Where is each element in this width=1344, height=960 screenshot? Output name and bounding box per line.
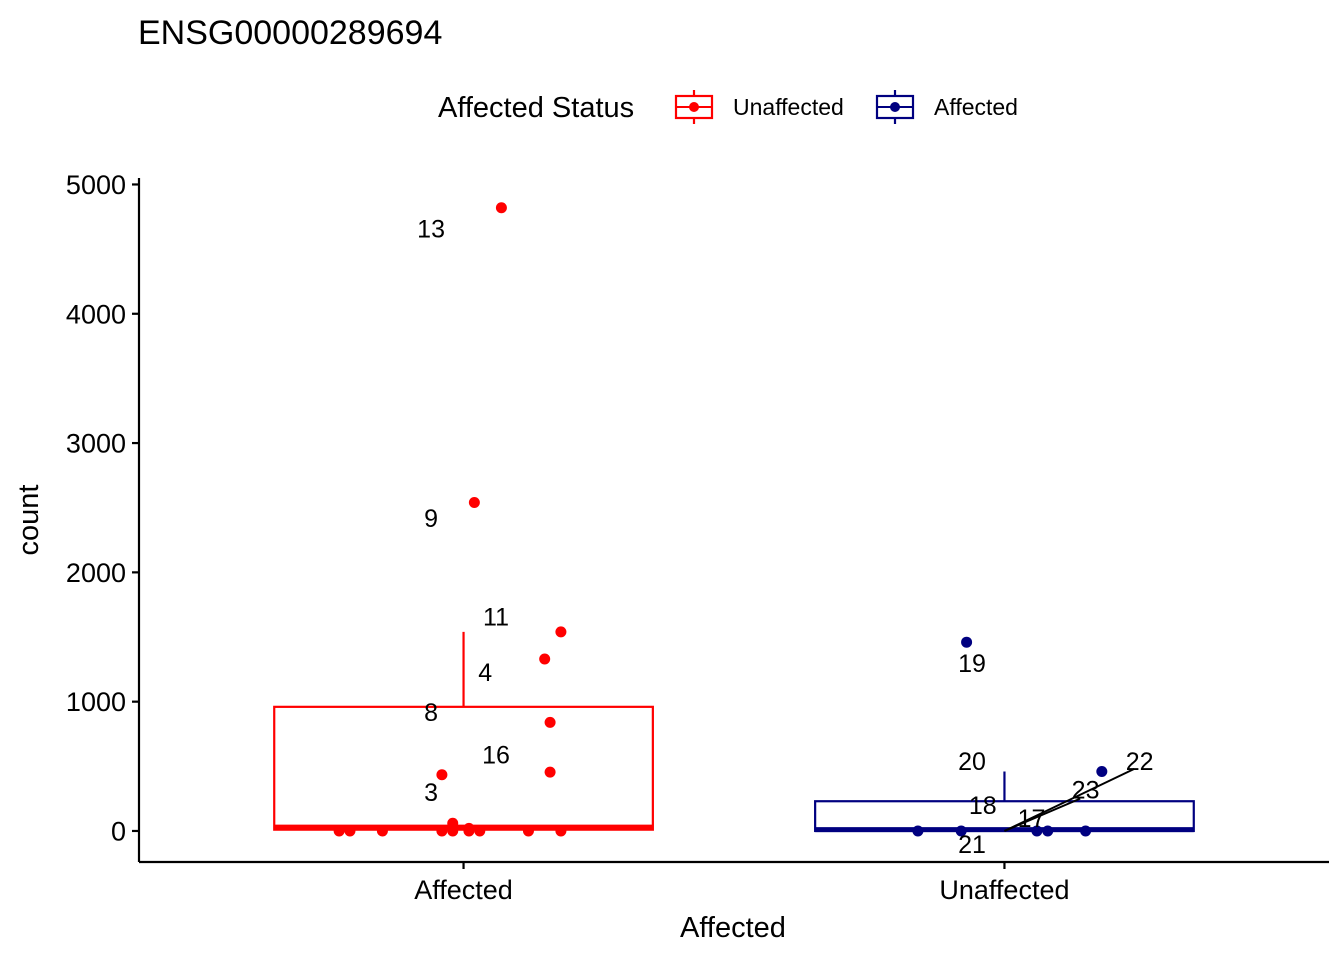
point-unaffected-6 — [474, 825, 486, 837]
point-unaffected-16 — [468, 497, 480, 509]
y-tick-label-5000: 5000 — [66, 170, 126, 200]
y-tick-label-1000: 1000 — [66, 687, 126, 717]
point-label-13: 13 — [417, 215, 445, 243]
y-tick-label-4000: 4000 — [66, 299, 126, 329]
point-unaffected-8 — [555, 825, 567, 837]
point-label-17: 17 — [1018, 805, 1046, 833]
legend-item-affected: Affected — [875, 90, 1018, 124]
point-label-20: 20 — [958, 748, 986, 776]
x-axis-title: Affected — [680, 912, 786, 944]
point-unaffected-1 — [344, 825, 356, 837]
point-label-18: 18 — [969, 792, 997, 820]
legend-key-point — [890, 102, 900, 112]
point-label-22: 22 — [1126, 748, 1154, 776]
legend-label-unaffected: Unaffected — [733, 94, 844, 120]
legend-key-point — [689, 102, 699, 112]
box-affected — [814, 800, 1195, 833]
point-label-8: 8 — [424, 699, 438, 727]
label-connectors — [1004, 768, 1135, 832]
point-label-4: 4 — [478, 659, 492, 687]
point-affected-1 — [955, 825, 967, 837]
point-unaffected-2 — [376, 825, 388, 837]
chart-title: ENSG00000289694 — [138, 14, 442, 52]
connector-23 — [1004, 797, 1081, 832]
x-tick-label-unaffected: Unaffected — [939, 875, 1069, 905]
point-unaffected-3 — [436, 825, 448, 837]
x-axis: Affected Unaffected — [139, 860, 1329, 905]
y-tick-label-0: 0 — [111, 816, 126, 846]
series-unaffected — [273, 202, 654, 837]
point-label-3: 3 — [424, 779, 438, 807]
point-unaffected-12 — [544, 766, 556, 778]
point-label-23: 23 — [1072, 777, 1100, 805]
legend-label-affected: Affected — [934, 94, 1018, 120]
y-axis-title: count — [13, 485, 45, 556]
legend: Affected Status Unaffected Affected — [438, 90, 1018, 124]
point-affected-0 — [912, 825, 924, 837]
point-unaffected-17 — [495, 202, 507, 214]
y-tick-label-2000: 2000 — [66, 558, 126, 588]
plot-area: 13 9 11 4 8 16 3 19 20 22 23 18 17 21 — [273, 202, 1195, 859]
point-unaffected-10 — [463, 822, 475, 834]
y-axis: 0 1000 2000 3000 4000 5000 — [66, 170, 141, 862]
box-unaffected — [273, 705, 654, 831]
point-affected-3 — [1042, 825, 1054, 837]
point-unaffected-7 — [522, 825, 534, 837]
connector-22 — [1004, 768, 1135, 832]
point-unaffected-14 — [539, 653, 551, 665]
point-affected-6 — [961, 636, 973, 648]
legend-item-unaffected: Unaffected — [674, 90, 844, 124]
legend-title: Affected Status — [438, 92, 634, 124]
point-unaffected-11 — [436, 769, 448, 781]
point-unaffected-13 — [544, 716, 556, 728]
point-unaffected-4 — [447, 825, 459, 837]
y-tick-label-3000: 3000 — [66, 429, 126, 459]
series-affected — [814, 636, 1195, 837]
point-affected-2 — [1031, 825, 1043, 837]
point-affected-5 — [1096, 765, 1108, 777]
point-label-11: 11 — [483, 603, 509, 631]
point-label-16: 16 — [482, 742, 510, 770]
point-unaffected-0 — [333, 825, 345, 837]
x-tick-label-affected: Affected — [414, 875, 513, 905]
point-label-21: 21 — [958, 831, 986, 859]
point-label-9: 9 — [424, 505, 438, 533]
point-label-19: 19 — [958, 650, 986, 678]
point-unaffected-15 — [555, 626, 567, 638]
point-affected-4 — [1080, 825, 1092, 837]
point-unaffected-9 — [447, 817, 459, 829]
